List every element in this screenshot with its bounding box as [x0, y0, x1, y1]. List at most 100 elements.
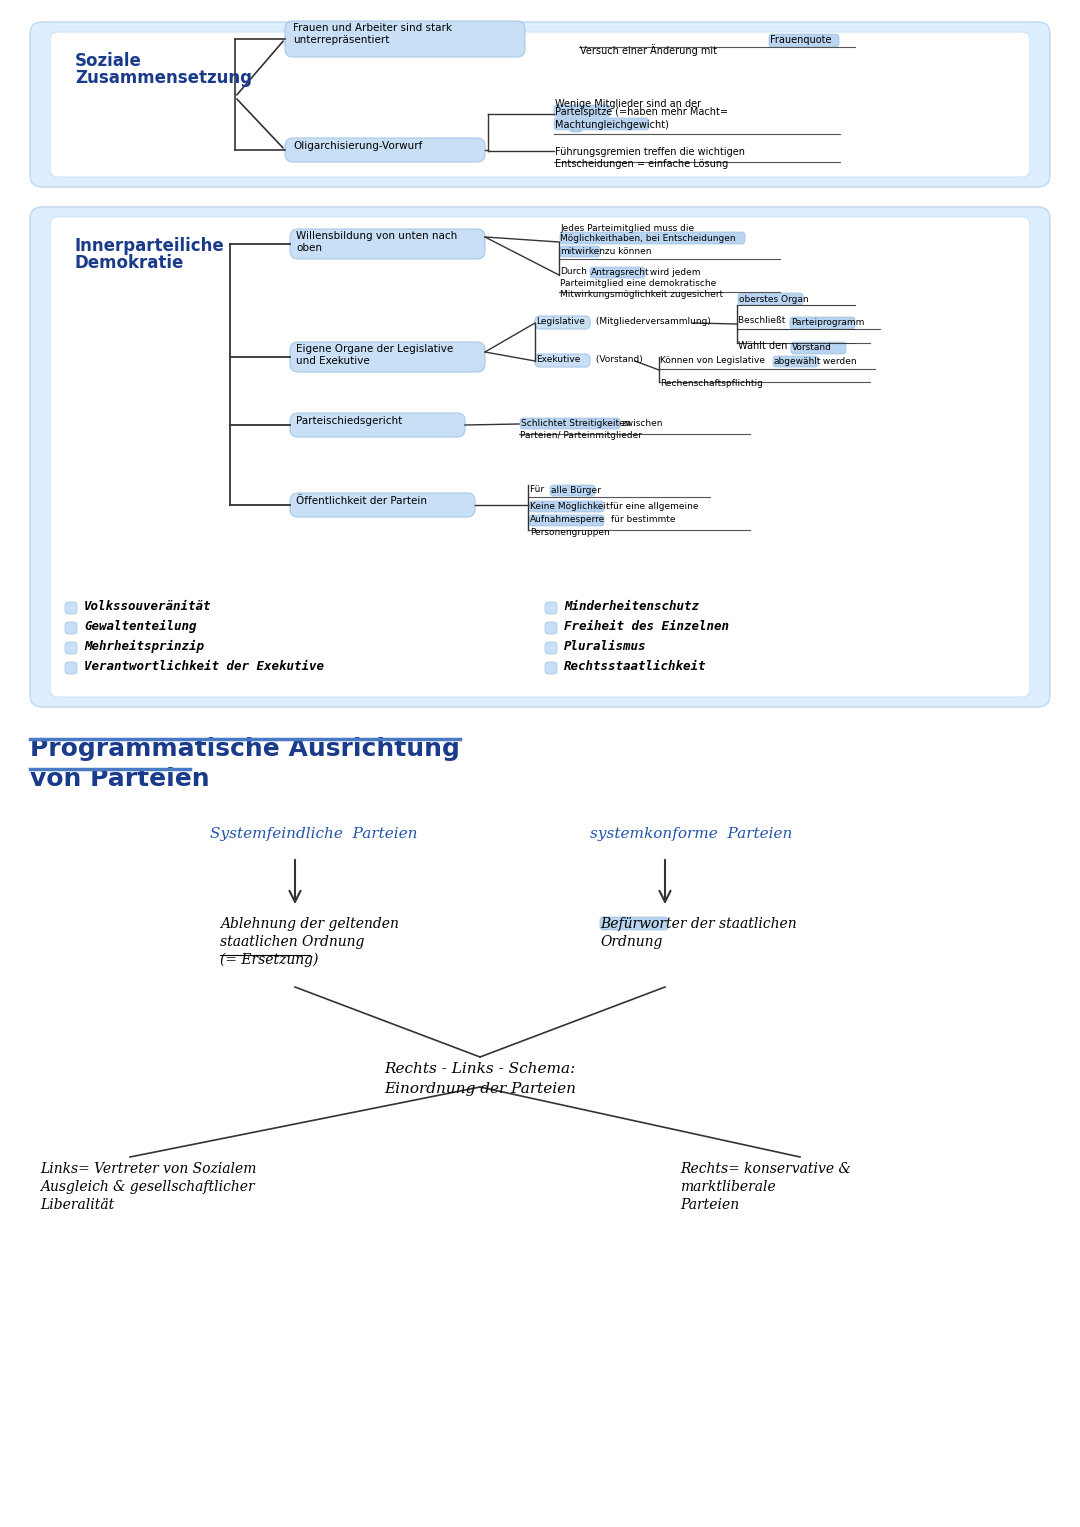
Text: abgewählt: abgewählt: [774, 357, 822, 366]
Text: Vorstand: Vorstand: [792, 344, 832, 353]
Text: von Parteien: von Parteien: [30, 767, 210, 791]
Text: Parteien: Parteien: [680, 1199, 739, 1212]
Text: Parteiprogramm: Parteiprogramm: [791, 318, 864, 327]
FancyBboxPatch shape: [30, 208, 1050, 707]
Text: systemkonforme  Parteien: systemkonforme Parteien: [590, 828, 793, 841]
FancyBboxPatch shape: [600, 918, 669, 930]
Text: Programmatische Ausrichtung: Programmatische Ausrichtung: [30, 738, 460, 760]
FancyBboxPatch shape: [791, 342, 846, 354]
Text: oberstes Organ: oberstes Organ: [739, 295, 809, 304]
Text: Können von Legislative: Können von Legislative: [660, 356, 768, 365]
FancyBboxPatch shape: [291, 412, 465, 437]
FancyBboxPatch shape: [561, 232, 745, 244]
Text: für bestimmte: für bestimmte: [608, 515, 675, 524]
FancyBboxPatch shape: [529, 515, 604, 525]
Text: marktliberale: marktliberale: [680, 1180, 775, 1194]
Text: Jedes Parteimitglied muss die: Jedes Parteimitglied muss die: [561, 224, 694, 234]
Text: Einordnung der Parteien: Einordnung der Parteien: [384, 1083, 576, 1096]
Text: mitwirken: mitwirken: [561, 247, 605, 257]
Text: Minderheitenschutz: Minderheitenschutz: [564, 600, 699, 612]
Text: Aufnahmesperre: Aufnahmesperre: [530, 515, 605, 524]
Text: Parteien/ Parteinmitglieder: Parteien/ Parteinmitglieder: [519, 431, 642, 440]
Text: oben: oben: [296, 243, 322, 253]
Text: Antragsrecht: Antragsrecht: [591, 269, 650, 276]
FancyBboxPatch shape: [561, 246, 600, 257]
Text: Soziale: Soziale: [75, 52, 141, 70]
FancyBboxPatch shape: [65, 621, 77, 634]
Text: Mitwirkungsmöglichkeit zugesichert: Mitwirkungsmöglichkeit zugesichert: [561, 290, 724, 299]
FancyBboxPatch shape: [291, 342, 485, 373]
FancyBboxPatch shape: [285, 137, 485, 162]
Text: unterrepräsentiert: unterrepräsentiert: [293, 35, 390, 44]
FancyBboxPatch shape: [789, 318, 855, 328]
Text: Frauen und Arbeiter sind stark: Frauen und Arbeiter sind stark: [293, 23, 453, 34]
Text: Rechtsstaatlichkeit: Rechtsstaatlichkeit: [564, 660, 706, 672]
FancyBboxPatch shape: [590, 267, 645, 278]
FancyBboxPatch shape: [545, 602, 557, 614]
Text: (Mitgliederversammlung): (Mitgliederversammlung): [593, 318, 711, 325]
Text: Volkssouveränität: Volkssouveränität: [84, 600, 212, 612]
FancyBboxPatch shape: [545, 621, 557, 634]
Text: Öffentlichkeit der Partein: Öffentlichkeit der Partein: [296, 496, 427, 505]
Text: Verantwortlichkeit der Exekutive: Verantwortlichkeit der Exekutive: [84, 660, 324, 672]
Text: Frauenquote: Frauenquote: [770, 35, 832, 44]
FancyBboxPatch shape: [545, 641, 557, 654]
Text: Eigene Organe der Legislative: Eigene Organe der Legislative: [296, 344, 454, 354]
Text: Keine Möglichkeit: Keine Möglichkeit: [530, 502, 609, 512]
Text: Pluralismus: Pluralismus: [564, 640, 647, 652]
Text: Mehrheitsprinzip: Mehrheitsprinzip: [84, 640, 204, 652]
Text: Ausgleich & gesellschaftlicher: Ausgleich & gesellschaftlicher: [40, 1180, 255, 1194]
Text: Machtungleichgewicht): Machtungleichgewicht): [555, 121, 669, 130]
Text: (= Ersetzung): (= Ersetzung): [220, 953, 319, 968]
Text: Entscheidungen = einfache Lösung: Entscheidungen = einfache Lösung: [555, 159, 728, 169]
Text: für eine allgemeine: für eine allgemeine: [607, 502, 699, 512]
FancyBboxPatch shape: [535, 316, 590, 328]
Text: Rechts= konservative &: Rechts= konservative &: [680, 1162, 851, 1176]
Text: Wählt den: Wählt den: [738, 341, 791, 351]
FancyBboxPatch shape: [529, 501, 604, 512]
FancyBboxPatch shape: [773, 356, 818, 366]
FancyBboxPatch shape: [50, 217, 1030, 696]
Text: Links= Vertreter von Sozialem: Links= Vertreter von Sozialem: [40, 1162, 256, 1176]
FancyBboxPatch shape: [738, 293, 804, 305]
Text: (=haben mehr Macht=: (=haben mehr Macht=: [612, 107, 728, 118]
Text: Parteimitglied eine demokratische: Parteimitglied eine demokratische: [561, 279, 716, 289]
FancyBboxPatch shape: [30, 21, 1050, 186]
FancyBboxPatch shape: [291, 229, 485, 260]
Text: werden: werden: [820, 357, 856, 366]
FancyBboxPatch shape: [545, 663, 557, 673]
Text: Rechenschaftspflichtig: Rechenschaftspflichtig: [660, 379, 762, 388]
Text: (Vorstand): (Vorstand): [593, 354, 643, 363]
Text: Rechts - Links - Schema:: Rechts - Links - Schema:: [384, 1061, 576, 1077]
Text: Freiheit des Einzelnen: Freiheit des Einzelnen: [564, 620, 729, 632]
FancyBboxPatch shape: [65, 663, 77, 673]
FancyBboxPatch shape: [535, 354, 590, 366]
Text: Exekutive: Exekutive: [536, 354, 580, 363]
FancyBboxPatch shape: [291, 493, 475, 518]
Text: Durch: Durch: [561, 267, 586, 276]
Text: Schlichtet Streitigkeiten: Schlichtet Streitigkeiten: [521, 418, 631, 428]
Text: Für: Für: [530, 486, 546, 495]
Text: Willensbildung von unten nach: Willensbildung von unten nach: [296, 231, 457, 241]
Text: Liberalität: Liberalität: [40, 1199, 114, 1212]
Text: Befürworter der staatlichen: Befürworter der staatlichen: [600, 918, 797, 931]
Text: Demokratie: Demokratie: [75, 253, 185, 272]
Text: Versuch einer Änderung mit: Versuch einer Änderung mit: [580, 44, 720, 56]
Text: Möglichkeithaben, bei Entscheidungen: Möglichkeithaben, bei Entscheidungen: [561, 234, 735, 243]
FancyBboxPatch shape: [769, 34, 839, 47]
Text: alle Bürger: alle Bürger: [551, 486, 600, 495]
Text: Parteispitze: Parteispitze: [555, 107, 612, 118]
Text: Ablehnung der geltenden: Ablehnung der geltenden: [220, 918, 399, 931]
Text: und Exekutive: und Exekutive: [296, 356, 369, 366]
Text: Innerparteiliche: Innerparteiliche: [75, 237, 225, 255]
FancyBboxPatch shape: [65, 641, 77, 654]
FancyBboxPatch shape: [65, 602, 77, 614]
Text: Ordnung: Ordnung: [600, 935, 662, 948]
Text: Parteischiedsgericht: Parteischiedsgericht: [296, 415, 402, 426]
Text: Personengruppen: Personengruppen: [530, 528, 610, 538]
Text: Beschließt: Beschließt: [738, 316, 788, 325]
Text: Wenige Mitglieder sind an der: Wenige Mitglieder sind an der: [555, 99, 701, 108]
FancyBboxPatch shape: [50, 32, 1030, 177]
FancyBboxPatch shape: [285, 21, 525, 56]
Text: zwischen: zwischen: [622, 418, 663, 428]
